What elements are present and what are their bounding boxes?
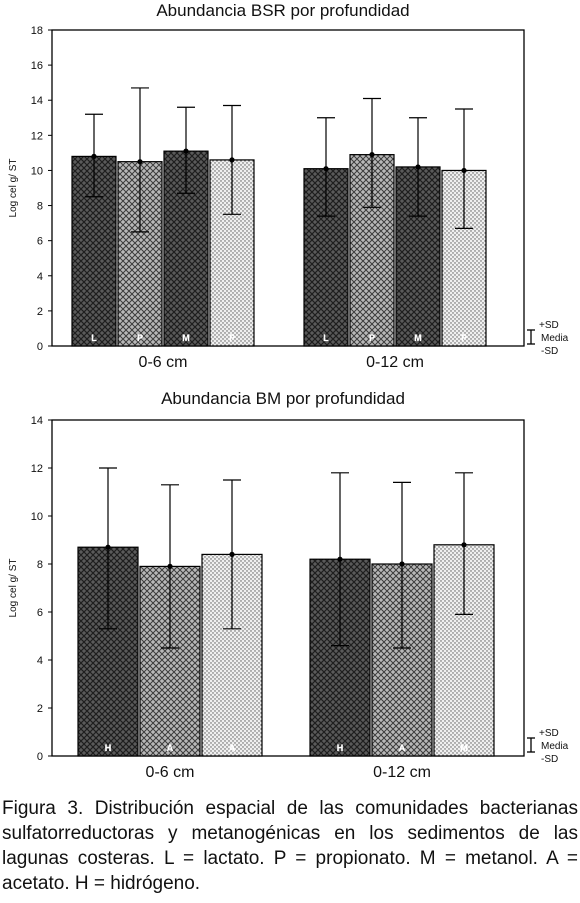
bar-letter: A [229,743,236,753]
bar-letter: P [229,333,235,343]
mean-marker [105,544,111,550]
mean-marker [167,563,173,570]
bar-letter: P [137,333,143,343]
figure-caption: Figura 3. Distribución espacial de las c… [2,798,578,894]
bar-letter: A [167,743,174,753]
bar-letter: M [460,743,468,753]
y-axis-label: Log cel g/ ST [8,559,19,618]
bar-letter: L [323,333,329,343]
y-tick-label: 6 [37,607,43,619]
figure-canvas: Abundancia BSR por profundidad 0 2 4 6 8 10 12 1… [8,1,569,781]
bar-letter: L [91,333,97,343]
mean-marker [229,157,235,163]
legend-middle-label: Media [541,741,569,752]
bar-letter: H [337,743,344,753]
bar-letter: P [461,333,467,343]
category-label: 0-6 cm [146,764,195,781]
bar-letter: M [182,333,190,343]
bar-letter: H [105,743,112,753]
mean-marker [137,159,143,165]
category-label: 0-12 cm [366,354,424,371]
mean-marker [369,152,375,158]
y-axis-label: Log cel g/ ST [8,159,19,218]
y-tick-label: 10 [31,511,43,523]
plot-frame [51,29,525,347]
chart-bm: Abundancia BM por profundidad 0 2 4 6 8 10 12 14… [8,389,569,781]
mean-marker [461,167,467,174]
mean-marker [415,164,421,170]
mean-marker [91,153,97,159]
chart-title: Abundancia BSR por profundidad [156,1,409,20]
y-tick-label: 0 [37,341,43,353]
y-tick-label: 12 [31,130,43,142]
y-tick-label: 2 [37,306,43,318]
y-tick-label: 2 [37,703,43,715]
y-tick-label: 0 [37,751,43,763]
bar-letter: A [399,743,406,753]
legend-middle-label: Media [541,333,569,344]
chart-bsr: Abundancia BSR por profundidad 0 2 4 6 8 10 12 1… [8,1,569,371]
y-tick-label: 6 [37,236,43,248]
bar [117,161,163,347]
y-tick-label: 12 [31,463,43,475]
y-tick-label: 8 [37,201,43,213]
y-tick-label: 8 [37,559,43,571]
legend-lower-label: -SD [541,346,558,357]
legend-upper-label: +SD [539,728,559,739]
category-label: 0-12 cm [373,764,431,781]
y-tick-label: 18 [31,25,43,37]
bar-letter: M [414,333,422,343]
y-tick-label: 14 [31,95,43,107]
mean-marker [399,561,405,567]
mean-marker [323,166,329,172]
y-tick-label: 4 [37,271,43,283]
chart-title: Abundancia BM por profundidad [161,389,405,408]
y-tick-label: 4 [37,655,43,667]
plot-frame [51,419,525,757]
mean-marker [461,542,467,548]
legend-upper-label: +SD [539,320,559,331]
mean-marker [337,556,343,562]
mean-marker [183,148,189,154]
legend-lower-label: -SD [541,754,558,765]
y-tick-label: 16 [31,60,43,72]
y-tick-label: 14 [31,415,43,427]
mean-marker [229,551,235,558]
category-label: 0-6 cm [139,354,188,371]
bar-letter: P [369,333,375,343]
y-tick-label: 10 [31,165,43,177]
